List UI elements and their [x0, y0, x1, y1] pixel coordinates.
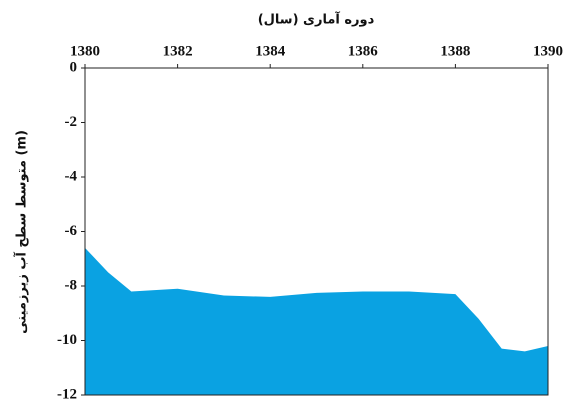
y-tick-label: -10	[57, 332, 77, 348]
y-tick-label: -4	[65, 168, 78, 184]
x-tick-label: 1382	[163, 43, 193, 59]
x-tick-label: 1380	[70, 43, 100, 59]
area	[85, 247, 548, 395]
y-tick-label: -2	[65, 114, 78, 130]
y-tick-label: 0	[70, 59, 78, 75]
y-tick-label: -12	[57, 386, 77, 402]
y-axis-label: متوسط سطح آب زیرزمینی (m)	[13, 130, 30, 334]
x-tick-label: 1386	[348, 43, 379, 59]
y-tick-label: -6	[65, 223, 78, 239]
x-tick-label: 1388	[440, 43, 470, 59]
x-tick-label: 1390	[533, 43, 563, 59]
x-tick-label: 1384	[255, 43, 286, 59]
y-tick-label: -8	[65, 277, 78, 293]
chart-title: دوره آماری (سال)	[258, 11, 375, 28]
